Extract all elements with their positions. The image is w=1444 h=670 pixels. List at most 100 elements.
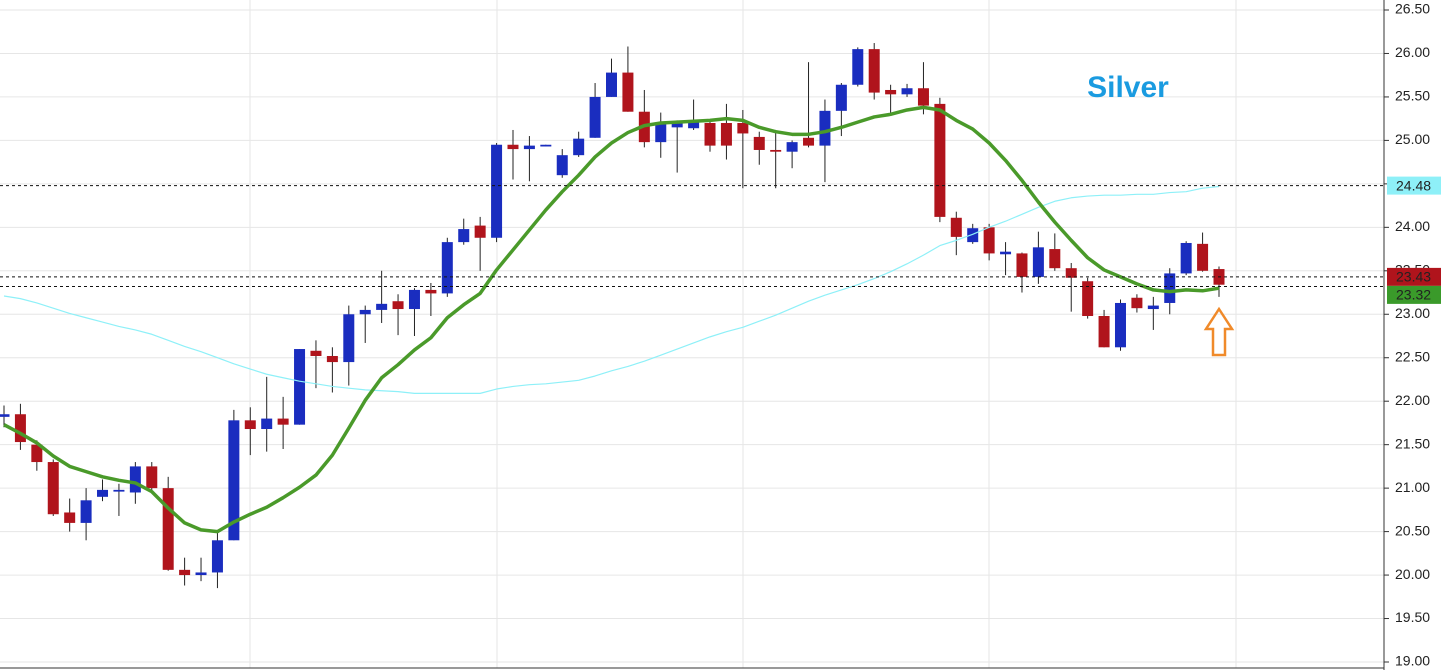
candle-body: [507, 144, 519, 150]
candle-body: [606, 72, 617, 97]
price-label-box: [1387, 285, 1441, 304]
candle-body: [14, 414, 26, 443]
y-tick-label: 22.50: [1395, 348, 1430, 364]
candle-body: [326, 355, 338, 363]
candle-body: [671, 121, 683, 128]
candle-body: [359, 309, 371, 315]
candle-body: [97, 489, 109, 497]
candle-body: [852, 49, 864, 85]
candle-body: [1164, 273, 1176, 303]
candle-body: [803, 137, 815, 146]
y-tick-label: 21.00: [1395, 479, 1430, 495]
candle-body: [146, 466, 158, 489]
candle-body: [704, 123, 716, 146]
candle-body: [474, 225, 486, 238]
candle-body: [720, 123, 732, 146]
candle-body: [540, 144, 552, 147]
y-tick-label: 22.00: [1395, 392, 1430, 408]
candle-body: [1016, 253, 1028, 277]
y-tick-label: 26.00: [1395, 44, 1430, 60]
candle-body: [1114, 302, 1126, 348]
candle-body: [294, 349, 306, 425]
candle-body: [835, 84, 847, 111]
candle-body: [392, 301, 404, 310]
candle-body: [1197, 243, 1209, 271]
candle-body: [491, 144, 503, 238]
candle-body: [129, 466, 141, 493]
candle-body: [47, 462, 59, 515]
candle-body: [1180, 242, 1192, 274]
candle-body: [0, 414, 10, 417]
y-tick-label: 19.50: [1395, 609, 1430, 625]
price-label: 23.32: [1396, 287, 1431, 303]
candle-body: [113, 489, 125, 492]
y-tick-label: 23.00: [1395, 305, 1430, 321]
candle-body: [753, 136, 765, 150]
grid: [0, 0, 1384, 668]
candle-body: [244, 420, 256, 430]
candle-body: [310, 350, 322, 356]
candle-body: [1131, 297, 1143, 309]
y-tick-label: 24.00: [1395, 218, 1430, 234]
y-tick-label: 21.50: [1395, 435, 1430, 451]
candle-body: [983, 227, 995, 254]
candle-body: [162, 488, 174, 570]
chart-title: Silver: [1087, 71, 1169, 104]
price-label: 23.43: [1396, 269, 1431, 285]
arrow: [1203, 306, 1235, 357]
candle-body: [408, 289, 420, 310]
candle-body: [655, 123, 667, 143]
candle-body: [1032, 247, 1044, 277]
candle-body: [1098, 316, 1110, 348]
candle-body: [573, 138, 585, 156]
y-tick-label: 20.00: [1395, 566, 1430, 582]
price-label-box: [1387, 176, 1441, 195]
moving-average-line: [3, 185, 1220, 394]
y-tick-label: 25.50: [1395, 88, 1430, 104]
candle-body: [770, 149, 782, 152]
candle-body: [64, 512, 76, 523]
candle-body: [885, 89, 897, 95]
candle-body: [589, 96, 601, 138]
candle-body: [901, 88, 913, 95]
candle-body: [343, 314, 355, 363]
candle-body: [950, 217, 962, 237]
candle-body: [688, 120, 700, 129]
candle-body: [277, 418, 289, 425]
y-tick-label: 20.50: [1395, 522, 1430, 538]
y-tick-label: 26.50: [1395, 1, 1430, 17]
candle-body: [195, 572, 207, 576]
candle-body: [211, 540, 223, 573]
candle-body: [425, 289, 437, 294]
candle-body: [179, 569, 191, 576]
candle-body: [1049, 249, 1061, 269]
price-label: 24.48: [1396, 177, 1431, 193]
candle-body: [1147, 305, 1159, 310]
candle-body: [786, 142, 798, 152]
candle-body: [376, 303, 388, 310]
candle-body: [80, 500, 92, 523]
candle-body: [458, 229, 470, 243]
candle-body: [556, 155, 568, 176]
candle-body: [622, 72, 634, 112]
candle-body: [31, 444, 43, 463]
y-tick-label: 19.00: [1395, 653, 1430, 669]
candle-body: [228, 420, 240, 541]
candle-body: [261, 418, 273, 430]
candle-body: [1065, 268, 1077, 278]
price-label-box: [1387, 267, 1441, 286]
candle-body: [868, 49, 880, 93]
candle-body: [967, 228, 979, 243]
y-tick-label: 25.00: [1395, 131, 1430, 147]
candle-body: [934, 103, 946, 217]
candle-body: [441, 242, 453, 294]
candle-body: [737, 123, 749, 134]
candle-body: [819, 110, 831, 146]
candle-body: [523, 145, 535, 150]
moving-average-line: [3, 105, 1220, 534]
candle-body: [1082, 281, 1094, 317]
candle-body: [917, 88, 929, 106]
candle-body: [1000, 251, 1012, 255]
